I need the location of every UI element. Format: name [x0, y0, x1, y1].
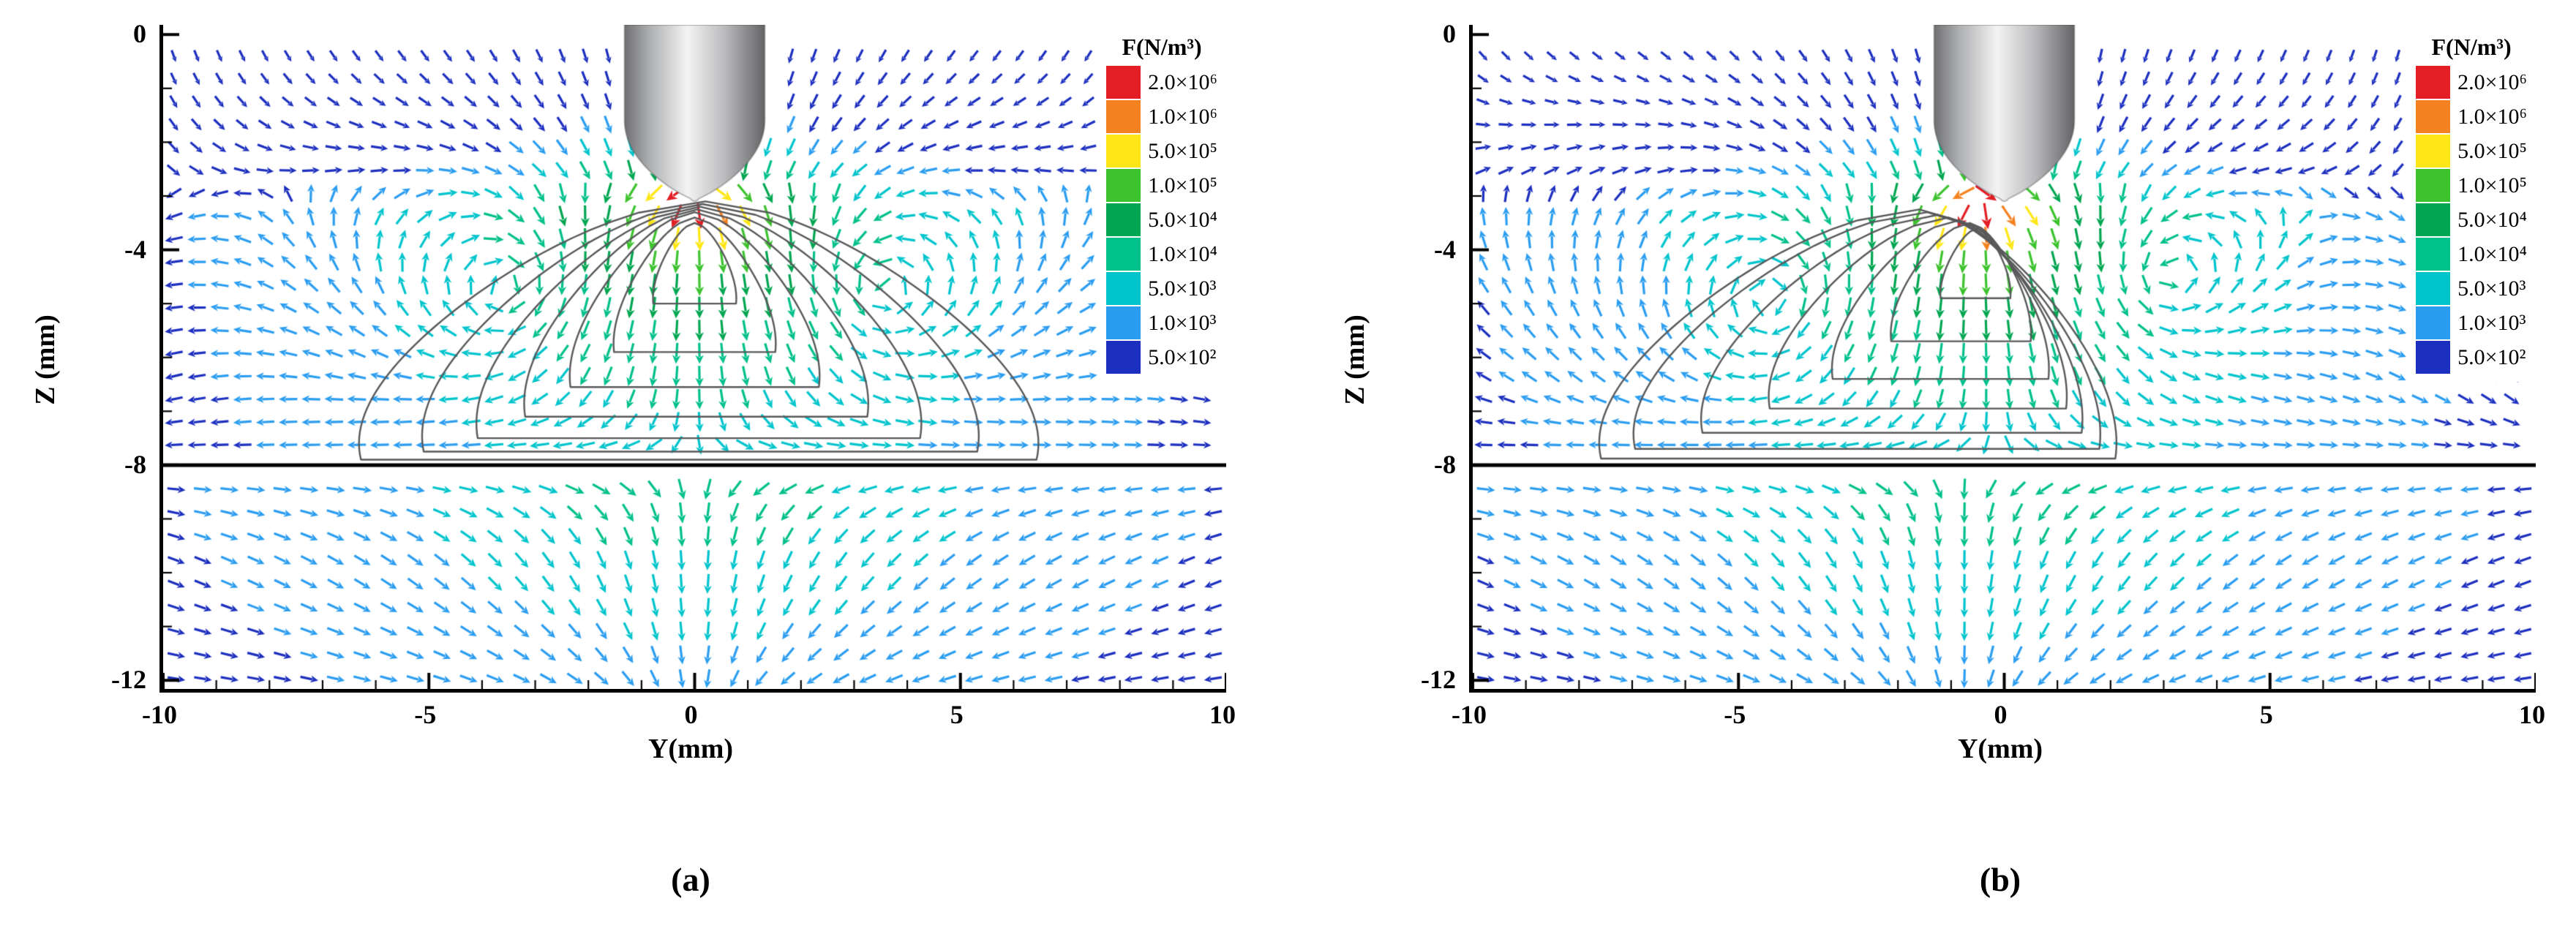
legend-color-swatch [1106, 306, 1141, 339]
legend-entry: 5.0×10⁵ [1106, 134, 1217, 168]
y-axis-title: Y(mm) [1957, 734, 2043, 764]
x-tick-label: -5 [1724, 700, 1746, 729]
legend-value-label: 1.0×10³ [2457, 310, 2526, 335]
legend-entry: 1.0×10⁶ [2416, 99, 2527, 134]
y-tick-label: -8 [1434, 449, 1456, 479]
legend-value-label: 1.0×10⁴ [2457, 241, 2527, 266]
colorbar-title: F(N/m³) [2431, 34, 2512, 60]
legend-color-swatch [2416, 66, 2451, 99]
legend-entry: 5.0×10⁴ [2416, 203, 2527, 237]
legend-value-label: 1.0×10⁴ [1148, 241, 1217, 266]
plot-area-a: F(N/m³) 2.0×10⁶ 1.0×10⁶ 5.0×10⁵ 1.0×10⁵ 5.0×… [159, 25, 1226, 693]
legend-value-label: 1.0×10⁵ [2457, 173, 2527, 197]
legend-entry: 5.0×10⁴ [1106, 203, 1217, 237]
y-tick-label: 0 [133, 19, 146, 49]
legend-value-label: 5.0×10⁵ [2457, 138, 2527, 163]
legend-color-swatch [1106, 100, 1141, 133]
legend-color-swatch [1106, 135, 1141, 167]
legend-value-label: 2.0×10⁶ [1148, 69, 1217, 94]
legend-entry: 1.0×10⁵ [2416, 168, 2527, 203]
legend-color-swatch [1106, 341, 1141, 374]
legend-value-label: 5.0×10⁴ [2457, 207, 2527, 232]
x-tick-label: 5 [950, 700, 964, 729]
legend-color-swatch [1106, 203, 1141, 236]
legend-value-label: 5.0×10⁵ [1148, 138, 1217, 163]
legend-entry: 1.0×10⁵ [1106, 168, 1217, 203]
legend-color-swatch [2416, 203, 2451, 236]
z-axis-title: Z (mm) [30, 314, 61, 405]
panel-b: Z (mm) F(N/m³) 2.0×10⁶ 1.0×10⁶ 5.0×10⁵ 1.0×… [1310, 0, 2576, 942]
z-axis-title: Z (mm) [1340, 314, 1370, 405]
legend-value-label: 1.0×10⁶ [1148, 104, 1217, 129]
colorbar-legend: F(N/m³) 2.0×10⁶ 1.0×10⁶ 5.0×10⁵ 1.0×10⁵ 5.0×… [1099, 31, 1223, 382]
x-tick-label: 10 [1209, 700, 1236, 729]
legend-value-label: 5.0×10⁴ [1148, 207, 1217, 232]
y-tick-label: 0 [1443, 19, 1456, 49]
colorbar-title: F(N/m³) [1122, 34, 1202, 60]
vector-field-canvas [1473, 25, 2536, 689]
legend-value-label: 5.0×10³ [1148, 276, 1217, 301]
legend-entry: 5.0×10² [1106, 340, 1217, 374]
legend-color-swatch [2416, 169, 2451, 202]
legend-entry: 5.0×10³ [2416, 271, 2527, 306]
legend-value-label: 1.0×10⁵ [1148, 173, 1217, 197]
colorbar-entries: 2.0×10⁶ 1.0×10⁶ 5.0×10⁵ 1.0×10⁵ 5.0×10⁴ 1.0×1… [1106, 65, 1217, 374]
x-tick-label: -5 [414, 700, 437, 729]
legend-entry: 5.0×10⁵ [2416, 134, 2527, 168]
legend-value-label: 5.0×10² [2457, 344, 2526, 369]
legend-entry: 1.0×10⁴ [2416, 237, 2527, 271]
legend-entry: 1.0×10³ [2416, 306, 2527, 340]
legend-color-swatch [2416, 238, 2451, 271]
colorbar-entries: 2.0×10⁶ 1.0×10⁶ 5.0×10⁵ 1.0×10⁵ 5.0×10⁴ 1.0×1… [2416, 65, 2527, 374]
legend-entry: 1.0×10³ [1106, 306, 1217, 340]
y-tick-label: -12 [111, 665, 146, 695]
legend-value-label: 1.0×10³ [1148, 310, 1217, 335]
x-tick-label: 0 [1994, 700, 2008, 729]
legend-entry: 2.0×10⁶ [1106, 65, 1217, 99]
vector-field-canvas [163, 25, 1226, 689]
legend-color-swatch [2416, 341, 2451, 374]
panel-a: Z (mm) F(N/m³) 2.0×10⁶ 1.0×10⁶ 5.0×10⁵ 1.0×… [0, 0, 1277, 942]
x-tick-label: -10 [1452, 700, 1487, 729]
x-tick-label: 10 [2519, 700, 2545, 729]
legend-value-label: 1.0×10⁶ [2457, 104, 2527, 129]
legend-color-swatch [2416, 135, 2451, 167]
y-axis-title: Y(mm) [647, 734, 734, 764]
legend-color-swatch [1106, 66, 1141, 99]
legend-entry: 1.0×10⁶ [1106, 99, 1217, 134]
legend-entry: 5.0×10³ [1106, 271, 1217, 306]
legend-color-swatch [2416, 100, 2451, 133]
y-tick-label: -4 [124, 234, 146, 264]
y-tick-label: -4 [1434, 234, 1456, 264]
legend-color-swatch [2416, 272, 2451, 305]
legend-value-label: 2.0×10⁶ [2457, 69, 2527, 94]
legend-color-swatch [1106, 238, 1141, 271]
plot-area-b: F(N/m³) 2.0×10⁶ 1.0×10⁶ 5.0×10⁵ 1.0×10⁵ 5.0×… [1469, 25, 2536, 693]
x-tick-label: -10 [142, 700, 177, 729]
legend-color-swatch [1106, 169, 1141, 202]
legend-entry: 1.0×10⁴ [1106, 237, 1217, 271]
legend-color-swatch [1106, 272, 1141, 305]
x-tick-label: 0 [684, 700, 698, 729]
panel-caption: (b) [1979, 861, 2021, 898]
legend-entry: 2.0×10⁶ [2416, 65, 2527, 99]
y-tick-label: -12 [1421, 665, 1456, 695]
legend-color-swatch [2416, 306, 2451, 339]
colorbar-legend: F(N/m³) 2.0×10⁶ 1.0×10⁶ 5.0×10⁵ 1.0×10⁵ 5.0×… [2408, 31, 2533, 382]
legend-value-label: 5.0×10³ [2457, 276, 2526, 301]
y-tick-label: -8 [124, 449, 146, 479]
x-tick-label: 5 [2259, 700, 2273, 729]
legend-entry: 5.0×10² [2416, 340, 2527, 374]
panel-caption: (a) [671, 861, 710, 898]
legend-value-label: 5.0×10² [1148, 344, 1217, 369]
